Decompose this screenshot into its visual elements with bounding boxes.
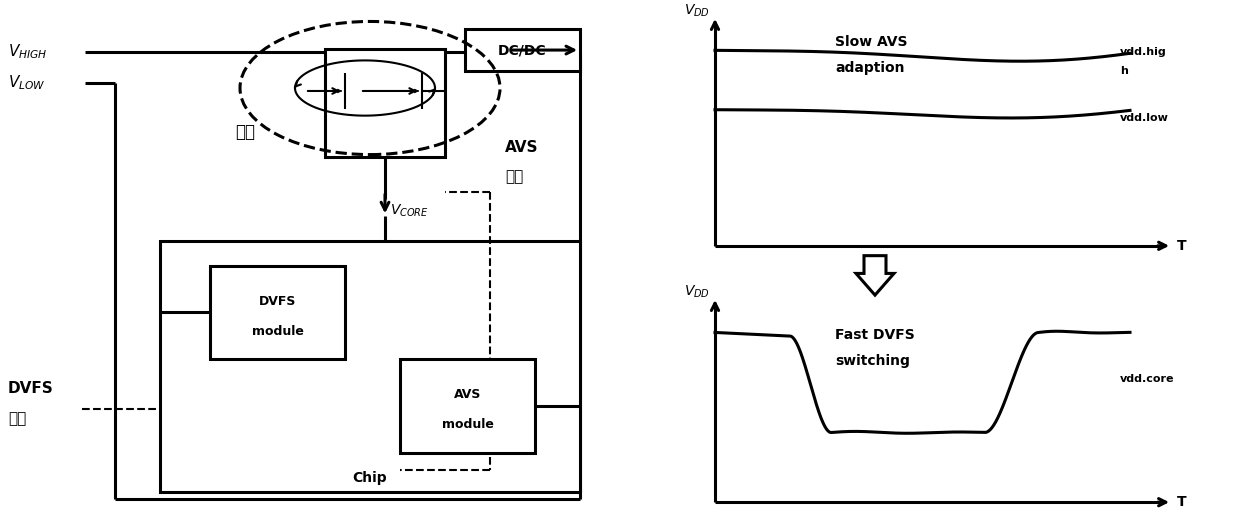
Text: AVS: AVS [454,388,481,401]
Text: vdd.hig: vdd.hig [1120,47,1167,56]
Text: DC/DC: DC/DC [498,43,547,57]
Bar [160,241,580,492]
Text: $V_{DD}$: $V_{DD}$ [684,3,711,19]
Text: T: T [1177,495,1187,509]
Text: $V_{HIGH}$: $V_{HIGH}$ [7,42,47,61]
Text: DVFS: DVFS [7,382,53,397]
Text: module: module [441,418,494,431]
Bar [465,29,580,71]
Text: $V_{LOW}$: $V_{LOW}$ [7,74,46,93]
Text: switching: switching [835,354,910,368]
Text: DVFS: DVFS [259,295,296,308]
Text: 调节: 调节 [505,169,523,184]
Text: T: T [1177,239,1187,253]
Text: $V_{DD}$: $V_{DD}$ [684,284,711,300]
Text: Chip: Chip [352,472,387,485]
Text: vdd.core: vdd.core [1120,374,1174,384]
Text: Fast DVFS: Fast DVFS [835,328,915,342]
Text: Slow AVS: Slow AVS [835,35,908,49]
Text: vdd.low: vdd.low [1120,113,1169,123]
Text: 开关: 开关 [236,124,255,142]
Text: module: module [252,325,304,338]
Text: 调节: 调节 [7,411,26,426]
Text: h: h [1120,66,1128,77]
Bar [325,49,445,157]
Text: $V_{CORE}$: $V_{CORE}$ [391,203,429,220]
Text: AVS: AVS [505,140,538,155]
Bar [401,359,534,453]
Text: adaption: adaption [835,62,904,75]
FancyArrow shape [856,256,894,295]
Bar [210,266,345,359]
